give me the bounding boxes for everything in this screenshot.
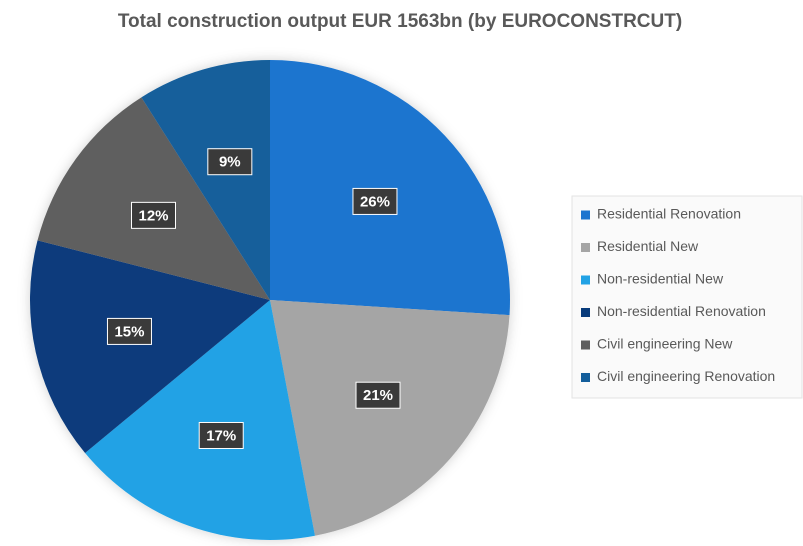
data-label-box [352, 187, 398, 215]
pie [30, 60, 510, 540]
legend-label: Residential Renovation [597, 206, 741, 222]
pie-slice [141, 60, 270, 300]
data-label: 15% [114, 323, 144, 340]
legend-label: Civil engineering Renovation [597, 368, 775, 384]
data-label-box [131, 201, 177, 229]
data-label: 17% [206, 427, 236, 444]
pie-slice [37, 97, 271, 300]
data-label-box [198, 421, 244, 449]
pie-slice [270, 300, 510, 536]
chart-title: Total construction output EUR 1563bn (by… [118, 11, 682, 32]
legend-swatch [581, 243, 590, 252]
data-label-box [106, 317, 152, 345]
pie-slice [85, 300, 315, 540]
legend-label: Civil engineering New [597, 336, 733, 352]
data-label-box [355, 381, 401, 409]
legend-swatch [581, 373, 590, 382]
data-label-box [207, 148, 253, 176]
legend-label: Residential New [597, 238, 699, 254]
pie-slice [30, 240, 271, 453]
data-label: 26% [360, 193, 390, 210]
legend-swatch [581, 275, 590, 285]
legend-swatch [581, 308, 590, 317]
data-label: 12% [138, 207, 168, 224]
legend-swatch [581, 340, 590, 350]
data-label: 9% [219, 154, 241, 171]
legend-box [571, 195, 803, 399]
legend-label: Non-residential Renovation [597, 303, 766, 319]
data-label: 21% [363, 387, 393, 404]
legend-label: Non-residential New [597, 271, 724, 287]
pie-slice [270, 60, 510, 316]
legend-swatch [581, 210, 590, 220]
